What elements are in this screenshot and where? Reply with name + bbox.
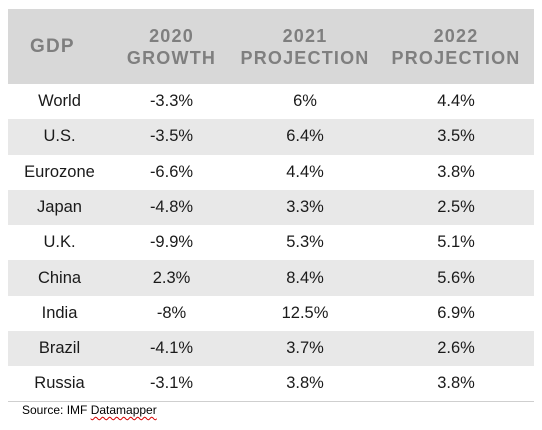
header-line1: 2020 <box>149 25 194 46</box>
header-line1: 2021 <box>282 25 328 46</box>
region-cell: U.K. <box>43 233 76 252</box>
projection-2021-cell: 6.4% <box>286 127 324 146</box>
region-cell: Eurozone <box>24 162 95 181</box>
header-line2: PROJECTION <box>391 47 521 68</box>
projection-2022-cell: 5.6% <box>437 268 475 287</box>
header-line1: 2022 <box>433 25 479 46</box>
table-row: India -8% 12.5% 6.9% <box>8 296 534 331</box>
growth-2020-cell: -9.9% <box>149 233 194 252</box>
projection-2022-cell: 5.1% <box>437 233 475 252</box>
region-cell: World <box>38 92 81 111</box>
projection-2021-cell: 5.3% <box>286 233 324 252</box>
table-row: U.K. -9.9% 5.3% 5.1% <box>8 225 534 260</box>
projection-2022-cell: 3.5% <box>437 127 475 146</box>
growth-2020-cell: -4.1% <box>149 339 194 358</box>
growth-2020-cell: 2.3% <box>152 268 191 287</box>
table-row: Brazil -4.1% 3.7% 2.6% <box>8 331 534 367</box>
projection-2021-cell: 3.3% <box>286 198 324 217</box>
header-2022-projection: 2022 PROJECTION <box>378 9 534 84</box>
projection-2021-cell: 3.7% <box>286 339 324 358</box>
growth-2020-cell: -3.1% <box>111 366 232 403</box>
header-gdp-line1: GDP <box>30 35 75 57</box>
table-body: World -3.3% 6% 4.4% U.S. -3.5% 6.4% 3.5% Eurozon… <box>8 84 534 403</box>
projection-2021-cell: 8.4% <box>286 268 324 287</box>
projection-2021-cell: 12.5% <box>281 303 329 322</box>
table-row: Russia -3.1% 3.8% 3.8% <box>8 366 534 403</box>
table-header: GDP 2020 GROWTH 2021 PROJECTION 2022 PRO… <box>8 9 534 84</box>
growth-2020-cell: -6.6% <box>149 162 194 181</box>
region-cell: U.S. <box>43 127 76 146</box>
region-cell: India <box>41 303 78 322</box>
projection-2022-cell: 3.8% <box>378 366 534 403</box>
region-cell: Brazil <box>38 339 81 358</box>
header-2020-growth: 2020 GROWTH <box>111 9 232 84</box>
source-name: Datamapper <box>90 403 157 417</box>
projection-2022-cell: 6.9% <box>437 303 475 322</box>
table-row: Japan -4.8% 3.3% 2.5% <box>8 189 534 226</box>
projection-2021-cell: 3.8% <box>232 366 378 403</box>
projection-2022-cell: 3.8% <box>437 162 475 181</box>
source-prefix: Source: IMF <box>22 403 91 417</box>
header-line2: GROWTH <box>126 47 217 68</box>
growth-2020-cell: -3.5% <box>149 127 194 146</box>
header-row: GDP 2020 GROWTH 2021 PROJECTION 2022 PRO… <box>8 9 534 84</box>
growth-2020-cell: -8% <box>156 303 187 322</box>
growth-2020-cell: -4.8% <box>149 198 194 217</box>
region-cell: China <box>37 268 82 287</box>
projection-2022-cell: 2.5% <box>437 198 475 217</box>
table-row: Eurozone -6.6% 4.4% 3.8% <box>8 155 534 190</box>
header-line2: PROJECTION <box>240 47 370 68</box>
projection-2022-cell: 4.4% <box>437 92 475 111</box>
region-cell: Japan <box>37 198 82 217</box>
table-row: China 2.3% 8.4% 5.6% <box>8 260 534 296</box>
source-note: Source: IMF Datamapper <box>22 403 157 417</box>
header-gdp: GDP <box>8 9 111 84</box>
projection-2022-cell: 2.6% <box>437 339 475 358</box>
header-2021-projection: 2021 PROJECTION <box>232 9 378 84</box>
projection-2021-cell: 4.4% <box>286 162 324 181</box>
table-row: World -3.3% 6% 4.4% <box>8 84 534 119</box>
growth-2020-cell: -3.3% <box>149 92 194 111</box>
projection-2021-cell: 6% <box>293 92 317 111</box>
region-cell: Russia <box>8 366 111 403</box>
table-row: U.S. -3.5% 6.4% 3.5% <box>8 119 534 155</box>
gdp-growth-table: GDP 2020 GROWTH 2021 PROJECTION 2022 PRO… <box>8 9 534 403</box>
